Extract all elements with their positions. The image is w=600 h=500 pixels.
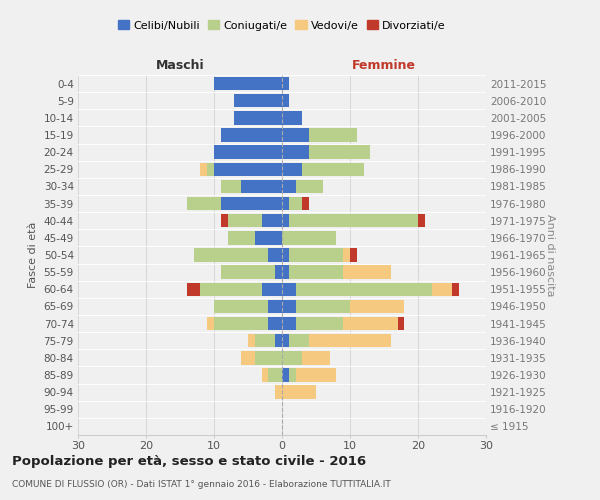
Y-axis label: Fasce di età: Fasce di età [28,222,38,288]
Bar [289,266,343,279]
Bar [262,282,282,296]
Bar [282,162,302,176]
Bar [289,368,296,382]
Bar [289,197,302,210]
Bar [235,94,282,108]
Bar [296,300,350,313]
Bar [187,282,200,296]
Bar [289,248,343,262]
Bar [275,266,282,279]
Text: Femmine: Femmine [352,58,416,71]
Bar [309,334,391,347]
Bar [282,248,289,262]
Bar [282,146,309,159]
Bar [227,214,262,228]
Bar [275,334,282,347]
Bar [194,248,268,262]
Bar [302,162,364,176]
Bar [248,334,255,347]
Bar [282,231,337,244]
Bar [241,351,255,364]
Bar [214,77,282,90]
Bar [343,248,350,262]
Bar [289,214,418,228]
Bar [302,351,329,364]
Bar [282,334,289,347]
Bar [268,317,282,330]
Bar [282,94,289,108]
Bar [262,368,268,382]
Text: Popolazione per età, sesso e stato civile - 2016: Popolazione per età, sesso e stato civil… [12,455,366,468]
Bar [235,111,282,124]
Bar [221,128,282,141]
Bar [282,386,316,399]
Bar [343,317,398,330]
Bar [282,111,302,124]
Bar [418,214,425,228]
Bar [350,248,357,262]
Text: Maschi: Maschi [155,58,205,71]
Bar [282,214,289,228]
Bar [282,368,289,382]
Bar [282,197,289,210]
Bar [296,317,343,330]
Bar [255,351,282,364]
Bar [268,248,282,262]
Bar [309,146,370,159]
Bar [431,282,452,296]
Bar [282,317,296,330]
Bar [214,162,282,176]
Bar [268,368,282,382]
Bar [227,231,255,244]
Bar [207,162,214,176]
Y-axis label: Anni di nascita: Anni di nascita [545,214,555,296]
Bar [214,300,268,313]
Bar [282,300,296,313]
Bar [282,180,296,193]
Bar [275,386,282,399]
Bar [282,128,309,141]
Bar [452,282,459,296]
Bar [343,266,391,279]
Bar [221,214,227,228]
Bar [200,282,262,296]
Bar [282,266,289,279]
Bar [282,77,289,90]
Bar [221,180,241,193]
Bar [214,146,282,159]
Bar [289,334,309,347]
Text: COMUNE DI FLUSSIO (OR) - Dati ISTAT 1° gennaio 2016 - Elaborazione TUTTITALIA.IT: COMUNE DI FLUSSIO (OR) - Dati ISTAT 1° g… [12,480,391,489]
Bar [255,231,282,244]
Bar [296,368,337,382]
Bar [221,197,282,210]
Bar [302,197,309,210]
Bar [200,162,207,176]
Bar [241,180,282,193]
Bar [296,180,323,193]
Bar [214,317,268,330]
Legend: Celibi/Nubili, Coniugati/e, Vedovi/e, Divorziati/e: Celibi/Nubili, Coniugati/e, Vedovi/e, Di… [114,16,450,35]
Bar [268,300,282,313]
Bar [350,300,404,313]
Bar [262,214,282,228]
Bar [296,282,431,296]
Bar [282,351,302,364]
Bar [255,334,275,347]
Bar [282,282,296,296]
Bar [207,317,214,330]
Bar [221,266,275,279]
Bar [309,128,357,141]
Bar [187,197,221,210]
Bar [398,317,404,330]
